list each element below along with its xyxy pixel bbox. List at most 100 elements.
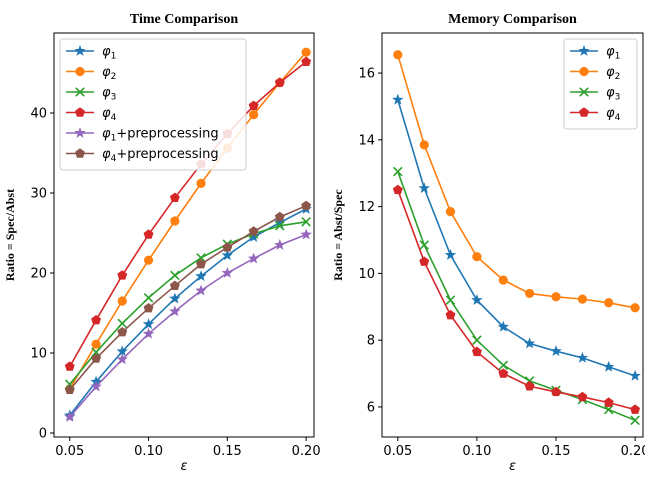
data-point [301,56,312,67]
plot-frame [53,32,315,438]
x-tick-label: 0.10 [134,444,163,459]
legend-box [59,38,247,171]
data-point [445,207,456,217]
series-line [69,233,307,418]
series-5 [64,228,312,422]
data-point [551,386,561,397]
legend-marker [75,66,85,77]
data-point [195,270,207,282]
data-point [497,320,510,332]
legend-marker [579,107,589,117]
data-point [247,252,260,264]
data-point [117,296,127,306]
data-point [419,256,430,266]
data-point [117,270,128,280]
data-point [498,368,509,378]
chart-panel-1: Time Comparison Ratio = Spec/Abst ε 0.05 0.1… [3,12,321,474]
data-point [170,270,180,281]
legend-item: φ1 [570,45,620,62]
data-point [577,391,588,402]
legend-marker [75,148,85,158]
legend-marker [578,45,590,56]
legend-label: φ1+preprocessing [102,127,219,144]
data-point [498,360,509,370]
legend-item: φ3 [570,86,620,103]
x-tick-label: 0.05 [55,444,84,459]
data-point [471,294,483,305]
data-point [248,226,259,236]
y-axis-label: Ratio = Spec/Abst [3,189,17,281]
data-point [472,252,482,262]
data-point [576,351,589,363]
legend-label: φ4 [606,106,621,123]
y-tick-label: 30 [30,187,47,202]
series-2 [393,50,640,313]
data-point [630,303,640,313]
data-point [472,335,482,345]
y-tick-label: 10 [358,267,375,282]
data-point [550,345,562,357]
y-tick-label: 12 [358,200,375,215]
data-point [274,211,285,222]
data-point [392,184,403,195]
data-point [91,315,102,325]
data-point [275,221,285,231]
data-point [301,47,311,57]
data-point [274,77,285,87]
data-point [221,267,234,278]
data-point [524,381,535,391]
x-tick-label: 0.20 [292,444,321,459]
legend-item: φ2 [570,65,620,82]
data-point [143,255,154,265]
legend-label: φ2 [606,65,620,82]
data-point [169,280,180,291]
series-line [69,208,307,416]
legend-marker [74,127,86,138]
data-point [221,249,234,261]
data-point [393,50,403,60]
legend-label: φ4 [102,106,117,123]
y-axis-label: Ratio = Abst/Spec [331,189,345,281]
series-1 [392,93,641,381]
legend-box [563,38,638,130]
data-point [524,288,535,299]
legend-label: φ2 [102,65,116,82]
legend-item: φ1+preprocessing [66,127,219,144]
data-point [498,275,508,285]
data-point [602,360,615,372]
x-axis-label: ε [509,459,516,474]
data-point [143,229,154,239]
data-point [418,182,430,194]
series-line [69,61,307,367]
legend: φ1 φ2 φ3 φ4 φ1+preprocessing φ4+preprocessing [59,38,247,171]
data-point [577,294,588,304]
data-point [64,384,75,395]
y-tick-label: 10 [30,347,47,362]
series-line [397,54,636,309]
series-line [397,189,636,411]
series-4 [392,184,641,414]
series-line [397,99,636,377]
legend-item: φ4+preprocessing [66,147,219,164]
data-point [445,295,456,305]
y-tick-label: 14 [358,133,375,148]
legend-marker [579,66,589,77]
data-point [274,239,286,250]
data-point [629,369,641,381]
data-point [471,346,482,357]
chart-panel-2: Memory Comparison Ratio = Abst/Spec ε 0.05 0… [331,12,645,474]
series-line [69,51,307,390]
y-tick-label: 8 [367,334,375,349]
data-point [248,100,259,111]
legend-item: φ4 [66,106,117,123]
legend-label: φ1 [102,45,116,62]
y-tick-label: 0 [39,427,47,442]
data-point [523,337,536,349]
data-point [301,200,312,211]
data-point [195,284,207,296]
chart-title: Time Comparison [130,12,238,27]
data-point [247,231,260,242]
data-point [551,292,561,302]
data-point [170,216,180,226]
